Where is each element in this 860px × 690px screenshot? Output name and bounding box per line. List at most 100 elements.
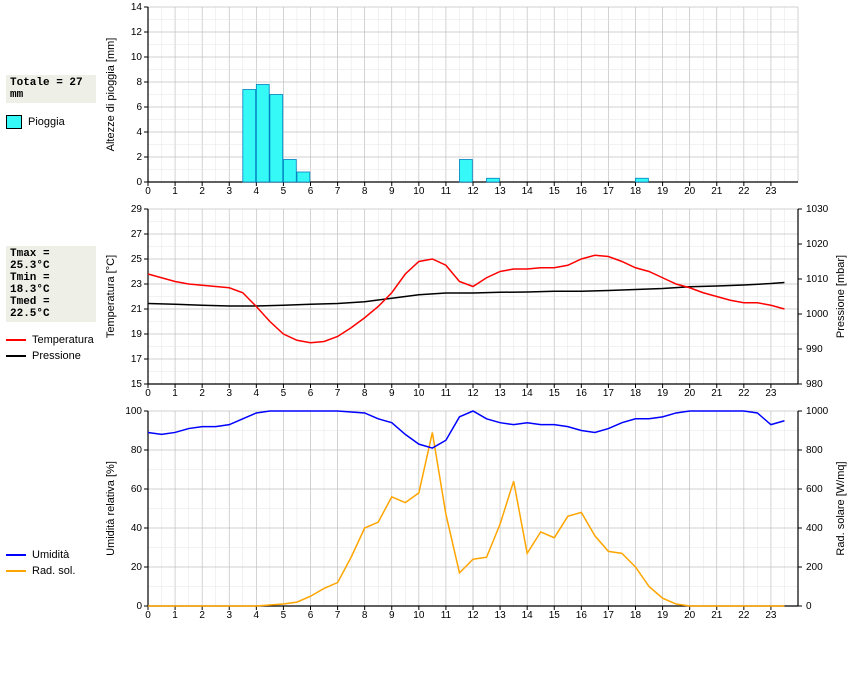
svg-text:3: 3 — [226, 388, 232, 399]
legend-item: Umidità — [6, 549, 96, 561]
legend-label: Umidità — [32, 549, 69, 561]
svg-text:14: 14 — [522, 186, 534, 197]
svg-text:5: 5 — [281, 610, 287, 621]
svg-text:15: 15 — [549, 388, 561, 399]
svg-text:23: 23 — [765, 388, 777, 399]
svg-text:600: 600 — [806, 484, 823, 495]
humid-svg: 0123456789101112131415161718192021222302… — [100, 406, 858, 626]
svg-text:25: 25 — [131, 254, 143, 265]
svg-text:Temperatura [°C]: Temperatura [°C] — [105, 255, 117, 338]
legend-item: Temperatura — [6, 334, 96, 346]
svg-text:2: 2 — [199, 186, 205, 197]
rain-total-info: Totale = 27 mm — [6, 75, 96, 103]
svg-text:13: 13 — [495, 186, 507, 197]
svg-text:1: 1 — [172, 186, 178, 197]
svg-text:1000: 1000 — [806, 406, 829, 417]
svg-text:15: 15 — [549, 186, 561, 197]
svg-text:0: 0 — [145, 610, 151, 621]
svg-text:10: 10 — [413, 186, 425, 197]
svg-text:Rad. solare [W/mq]: Rad. solare [W/mq] — [835, 461, 847, 555]
svg-text:16: 16 — [576, 186, 588, 197]
svg-text:4: 4 — [254, 610, 260, 621]
svg-text:22: 22 — [738, 186, 750, 197]
svg-text:19: 19 — [657, 610, 669, 621]
svg-text:21: 21 — [131, 304, 143, 315]
svg-text:3: 3 — [226, 186, 232, 197]
svg-text:990: 990 — [806, 344, 823, 355]
svg-text:20: 20 — [684, 388, 696, 399]
svg-text:18: 18 — [630, 610, 642, 621]
svg-text:60: 60 — [131, 484, 143, 495]
svg-text:8: 8 — [362, 610, 368, 621]
svg-text:20: 20 — [684, 610, 696, 621]
svg-text:200: 200 — [806, 562, 823, 573]
svg-text:400: 400 — [806, 523, 823, 534]
svg-text:10: 10 — [413, 388, 425, 399]
svg-text:5: 5 — [281, 388, 287, 399]
svg-text:17: 17 — [603, 388, 615, 399]
svg-text:6: 6 — [308, 388, 314, 399]
svg-text:4: 4 — [136, 127, 142, 138]
temp-panel: Tmax = 25.3°CTmin = 18.3°CTmed = 22.5°C … — [2, 204, 858, 404]
svg-text:6: 6 — [308, 186, 314, 197]
svg-text:800: 800 — [806, 445, 823, 456]
svg-text:12: 12 — [467, 610, 479, 621]
legend-label: Temperatura — [32, 334, 94, 346]
svg-text:2: 2 — [136, 152, 142, 163]
svg-text:10: 10 — [131, 52, 143, 63]
rain-legend: Pioggia — [6, 115, 96, 129]
svg-text:23: 23 — [765, 186, 777, 197]
svg-text:13: 13 — [495, 610, 507, 621]
svg-text:22: 22 — [738, 388, 750, 399]
svg-text:17: 17 — [603, 186, 615, 197]
svg-text:0: 0 — [136, 601, 142, 612]
svg-text:11: 11 — [441, 610, 452, 621]
rain-left-col: Totale = 27 mm Pioggia — [2, 71, 100, 133]
svg-text:14: 14 — [522, 388, 534, 399]
temp-legend: Temperatura Pressione — [6, 334, 96, 362]
svg-text:17: 17 — [131, 354, 143, 365]
svg-text:0: 0 — [136, 177, 142, 188]
legend-label: Pioggia — [28, 116, 65, 128]
svg-text:23: 23 — [131, 279, 143, 290]
svg-text:1: 1 — [172, 388, 178, 399]
svg-text:40: 40 — [131, 523, 143, 534]
svg-text:9: 9 — [389, 186, 395, 197]
svg-text:16: 16 — [576, 610, 588, 621]
svg-text:1: 1 — [172, 610, 178, 621]
svg-text:10: 10 — [413, 610, 425, 621]
svg-text:2: 2 — [199, 388, 205, 399]
svg-text:Umidità relativa [%]: Umidità relativa [%] — [105, 461, 117, 556]
svg-text:12: 12 — [131, 27, 143, 38]
svg-text:11: 11 — [441, 186, 452, 197]
svg-text:11: 11 — [441, 388, 452, 399]
svg-text:1010: 1010 — [806, 274, 829, 285]
temp-info: Tmax = 25.3°CTmin = 18.3°CTmed = 22.5°C — [6, 246, 96, 322]
svg-text:13: 13 — [495, 388, 507, 399]
temp-left-col: Tmax = 25.3°CTmin = 18.3°CTmed = 22.5°C … — [2, 242, 100, 366]
svg-text:80: 80 — [131, 445, 143, 456]
legend-label: Pressione — [32, 350, 81, 362]
svg-text:6: 6 — [136, 102, 142, 113]
legend-item: Pioggia — [6, 115, 96, 129]
svg-text:15: 15 — [549, 610, 561, 621]
svg-text:8: 8 — [136, 77, 142, 88]
svg-text:8: 8 — [362, 186, 368, 197]
svg-text:17: 17 — [603, 610, 615, 621]
svg-text:23: 23 — [765, 610, 777, 621]
svg-text:4: 4 — [254, 388, 260, 399]
svg-text:15: 15 — [131, 379, 143, 390]
svg-text:18: 18 — [630, 388, 642, 399]
svg-text:100: 100 — [125, 406, 142, 417]
svg-text:12: 12 — [467, 388, 479, 399]
temp-svg: 0123456789101112131415161718192021222315… — [100, 204, 858, 404]
svg-text:4: 4 — [254, 186, 260, 197]
svg-text:27: 27 — [131, 229, 143, 240]
svg-text:9: 9 — [389, 610, 395, 621]
svg-text:19: 19 — [657, 186, 669, 197]
svg-text:5: 5 — [281, 186, 287, 197]
svg-text:14: 14 — [522, 610, 534, 621]
svg-text:29: 29 — [131, 204, 143, 215]
svg-text:7: 7 — [335, 388, 341, 399]
legend-item: Rad. sol. — [6, 565, 96, 577]
